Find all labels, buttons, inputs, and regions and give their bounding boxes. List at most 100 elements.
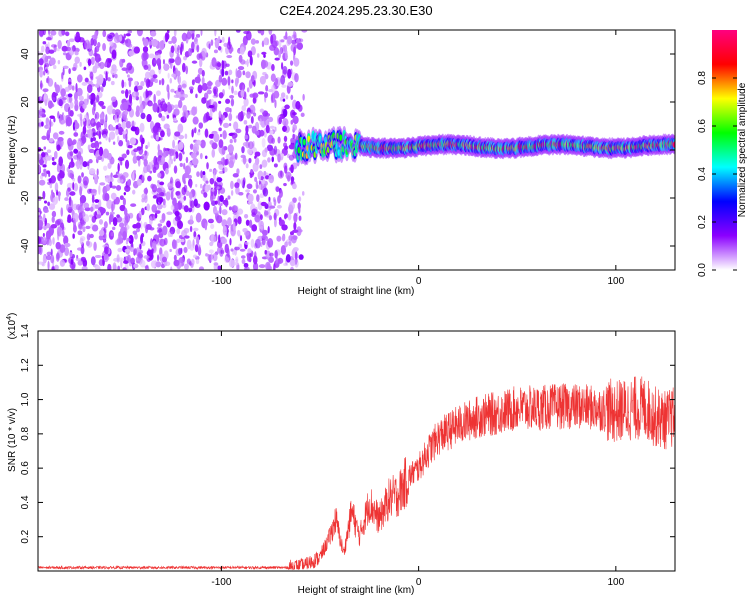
spectrogram-cell	[255, 157, 260, 166]
spectrogram-cell	[176, 228, 181, 235]
spectrogram-cell	[64, 247, 70, 257]
spectrogram-cell	[183, 172, 190, 179]
spectrogram-cell	[229, 238, 232, 246]
spectrogram-cell	[229, 139, 233, 144]
spectrogram-cell	[115, 125, 119, 130]
spectrogram-cell	[59, 244, 66, 253]
spectrogram-cell	[88, 159, 93, 164]
spectrogram-cell	[98, 185, 101, 195]
spectrogram-cell	[238, 233, 241, 238]
spectrogram-cell	[230, 248, 234, 252]
spectrogram-cell	[79, 61, 82, 67]
spectrogram-cell	[179, 162, 183, 168]
spectrogram-cell	[135, 96, 139, 101]
spectrogram-cell	[288, 201, 296, 211]
spectrogram-cell	[162, 59, 165, 65]
spectrogram-cell	[99, 229, 105, 237]
spectrogram-cell	[66, 151, 73, 160]
snr-multiplier-exp: 4	[6, 316, 13, 320]
spectrogram-cell	[103, 221, 108, 229]
spectrogram-cell	[122, 101, 129, 111]
spectrogram-cell	[146, 203, 150, 212]
spectrogram-cell	[132, 189, 136, 195]
spectrogram-cell	[74, 122, 80, 130]
spectrogram-cell	[152, 195, 157, 199]
spectrogram-cell	[55, 241, 61, 250]
spectrogram-cell	[263, 37, 270, 46]
spectrogram-cell	[102, 148, 110, 159]
spectrogram-cell	[227, 144, 234, 154]
spectrogram-cell	[86, 80, 93, 85]
spectrogram-cell	[38, 164, 41, 173]
spectrogram-cell	[198, 266, 204, 270]
spectrogram-cell	[276, 204, 282, 209]
spectrogram-cell	[228, 259, 235, 268]
spectrogram-cell	[51, 161, 57, 166]
spectrogram-cell	[90, 99, 94, 105]
spectrogram-cell	[213, 172, 216, 181]
spectrogram-cell	[223, 42, 228, 47]
spectrogram-cell	[87, 58, 92, 66]
spectrogram-cell	[65, 116, 73, 127]
spectrogram-cell	[202, 115, 207, 124]
spectrogram-cell	[208, 105, 215, 109]
spectrogram-cell	[60, 207, 64, 217]
spectrogram-cell	[182, 62, 186, 73]
spectrogram-cell	[210, 252, 214, 262]
spectrogram-cell	[57, 111, 60, 119]
spectrogram-cell	[302, 138, 306, 146]
spectrogram-cell	[194, 127, 197, 134]
spectrogram-cell	[38, 147, 42, 152]
spectrogram-cell	[271, 64, 275, 72]
spectrogram-cell	[278, 50, 282, 59]
spectrogram-cell	[198, 53, 202, 59]
spectrogram-cell	[68, 38, 75, 43]
spectrogram-cell	[259, 264, 266, 269]
spectrogram-cell	[155, 261, 162, 268]
spectrogram-cell	[83, 214, 90, 223]
spectrogram-cell	[235, 30, 241, 33]
spectrogram-cell	[39, 69, 43, 78]
spectrogram-cell	[130, 241, 134, 248]
spectrogram-cell	[155, 210, 161, 214]
spectrogram-cell	[233, 121, 239, 131]
spectrogram-cell	[73, 148, 78, 154]
spectrogram-cell	[302, 93, 305, 101]
spectrogram-cell	[292, 229, 299, 233]
spectrogram-cell	[184, 133, 188, 140]
spectrogram-cell	[124, 110, 129, 116]
spectrogram-cell	[189, 143, 194, 150]
spectrogram-cell	[237, 66, 245, 71]
spectrogram-cell	[101, 105, 106, 109]
spectrogram-cell	[47, 129, 51, 135]
spectrogram-cell	[214, 210, 220, 214]
spectrogram-cell	[133, 46, 140, 54]
spectrogram-cell	[268, 174, 275, 184]
spectrogram-cell	[89, 71, 94, 80]
spectrogram-cell	[44, 99, 48, 107]
spectrogram-cell	[243, 91, 247, 100]
spectrogram-cell	[193, 231, 197, 238]
spectrogram-cell	[52, 132, 59, 140]
spectrogram-cell	[174, 43, 177, 52]
spectrogram-cell	[104, 192, 110, 202]
spectrogram-cell	[130, 126, 137, 132]
spectrogram-cell	[231, 205, 238, 212]
spectrogram-cell	[254, 238, 261, 249]
y-tick-label: 0.4	[20, 495, 31, 509]
spectrogram-cell	[232, 173, 239, 178]
spectrogram-cell	[274, 99, 277, 109]
spectrogram-cell	[298, 196, 302, 202]
spectrogram-cell	[287, 35, 292, 45]
spectrogram-cell	[119, 204, 126, 212]
spectrogram-cell	[185, 65, 189, 75]
spectrogram-cell	[216, 177, 223, 183]
spectrogram-cell	[290, 266, 294, 270]
spectrogram-cell	[218, 74, 223, 83]
spectrogram-cell	[268, 196, 271, 202]
spectrogram-cell	[245, 71, 251, 79]
spectrogram-cell	[86, 240, 90, 247]
spectrogram-cell	[259, 214, 263, 220]
spectrogram-cell	[103, 252, 109, 263]
spectrogram-cell	[219, 205, 222, 215]
